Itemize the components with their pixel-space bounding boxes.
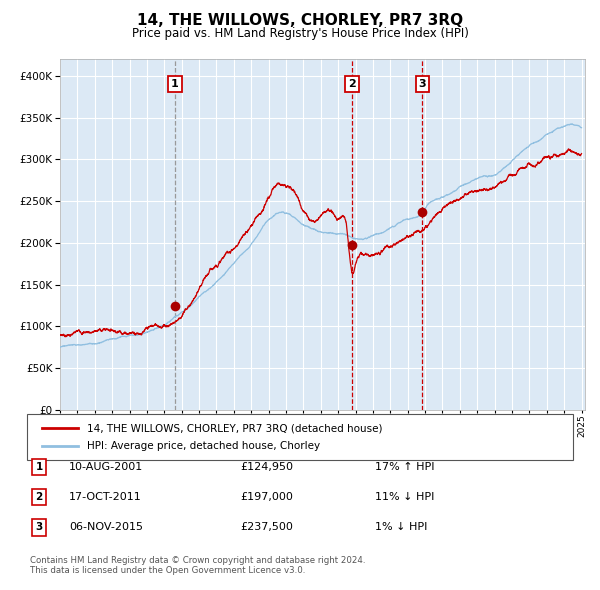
Text: £124,950: £124,950 [240,463,293,472]
Text: 1: 1 [35,463,43,472]
Text: £237,500: £237,500 [240,523,293,532]
Text: Price paid vs. HM Land Registry's House Price Index (HPI): Price paid vs. HM Land Registry's House … [131,27,469,40]
Text: 2: 2 [35,493,43,502]
Text: Contains HM Land Registry data © Crown copyright and database right 2024.
This d: Contains HM Land Registry data © Crown c… [30,556,365,575]
Text: 1: 1 [171,79,179,89]
Text: 17-OCT-2011: 17-OCT-2011 [69,493,142,502]
Text: 14, THE WILLOWS, CHORLEY, PR7 3RQ (detached house): 14, THE WILLOWS, CHORLEY, PR7 3RQ (detac… [87,424,383,434]
Text: HPI: Average price, detached house, Chorley: HPI: Average price, detached house, Chor… [87,441,320,451]
Text: £197,000: £197,000 [240,493,293,502]
Text: 2: 2 [348,79,356,89]
Text: 17% ↑ HPI: 17% ↑ HPI [375,463,434,472]
Text: 06-NOV-2015: 06-NOV-2015 [69,523,143,532]
Text: 11% ↓ HPI: 11% ↓ HPI [375,493,434,502]
Text: 3: 3 [419,79,426,89]
Text: 1% ↓ HPI: 1% ↓ HPI [375,523,427,532]
Text: 14, THE WILLOWS, CHORLEY, PR7 3RQ: 14, THE WILLOWS, CHORLEY, PR7 3RQ [137,13,463,28]
Text: 3: 3 [35,523,43,532]
Text: 10-AUG-2001: 10-AUG-2001 [69,463,143,472]
